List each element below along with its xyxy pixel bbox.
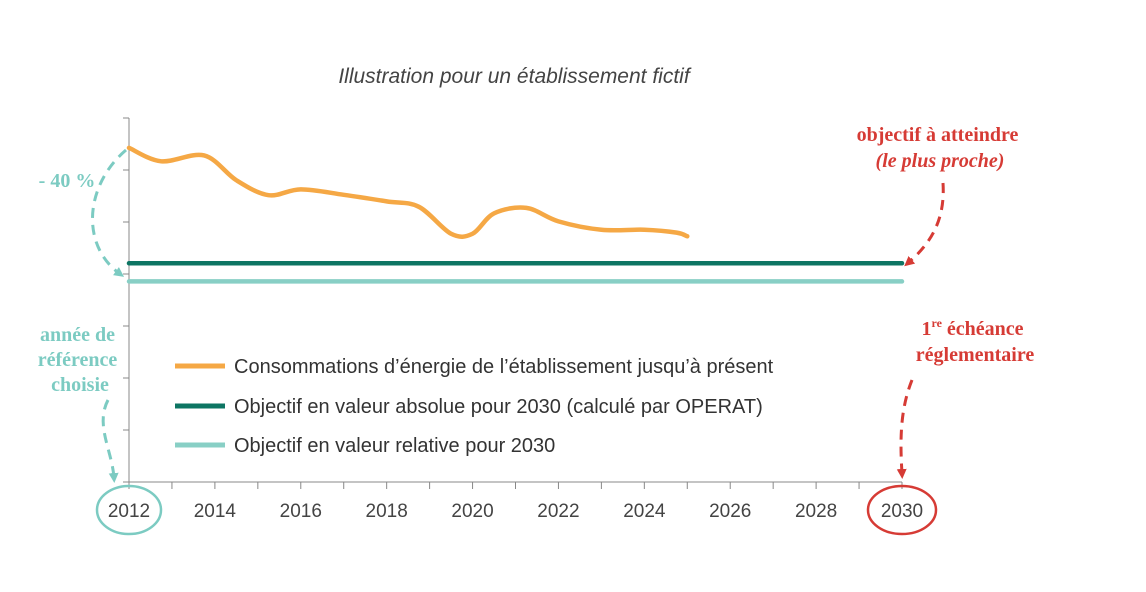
reference-year-arrow	[101, 399, 119, 483]
series-consumption-line	[126, 145, 690, 239]
target-label: objectif à atteindre (le plus proche)	[857, 124, 1024, 172]
chart-title: Illustration pour un établissement ficti…	[338, 65, 692, 88]
reference-line-2: référence	[38, 349, 118, 371]
x-tick-label: 2020	[451, 501, 493, 522]
target-line-1: objectif à atteindre	[857, 124, 1019, 146]
x-tick-label: 2028	[795, 501, 837, 522]
reference-line-1: année de	[40, 324, 115, 346]
reference-year-label: année de référence choisie	[38, 324, 123, 396]
x-tick-label: 2022	[537, 501, 579, 522]
deadline-label: 1re échéance réglementaire	[916, 316, 1035, 366]
x-tick-label: 2026	[709, 501, 751, 522]
x-tick-label: 2016	[280, 501, 322, 522]
legend-label: Consommations d’énergie de l’établisseme…	[234, 356, 774, 378]
x-tick-label: 2018	[366, 501, 408, 522]
deadline-superscript: re	[931, 316, 942, 330]
reduction-label: - 40 %	[39, 170, 96, 192]
end-year-circle	[866, 484, 938, 536]
axes	[123, 117, 903, 489]
x-tick-label: 2014	[194, 501, 237, 522]
x-tick-label: 2024	[623, 501, 666, 522]
deadline-ordinal: 1	[921, 318, 931, 340]
legend: Consommations d’énergie de l’établisseme…	[175, 356, 774, 457]
series-layer	[126, 145, 905, 284]
deadline-line-2: réglementaire	[916, 344, 1035, 366]
target-arrow	[904, 182, 945, 267]
x-tick-label: 2030	[881, 501, 923, 522]
start-year-circle	[95, 484, 163, 536]
legend-label: Objectif en valeur relative pour 2030	[234, 435, 555, 457]
deadline-arrow	[896, 379, 914, 479]
reduction-arrow	[90, 148, 127, 277]
reference-line-3: choisie	[51, 374, 109, 396]
deadline-word: échéance	[942, 318, 1024, 340]
legend-label: Objectif en valeur absolue pour 2030 (ca…	[234, 396, 763, 418]
target-line-2: (le plus proche)	[876, 150, 1005, 172]
x-tick-label: 2012	[108, 501, 150, 522]
x-tick-labels: 2012 2014 2016 2018 2020 2022 2024 2026 2028 2030	[108, 501, 923, 522]
